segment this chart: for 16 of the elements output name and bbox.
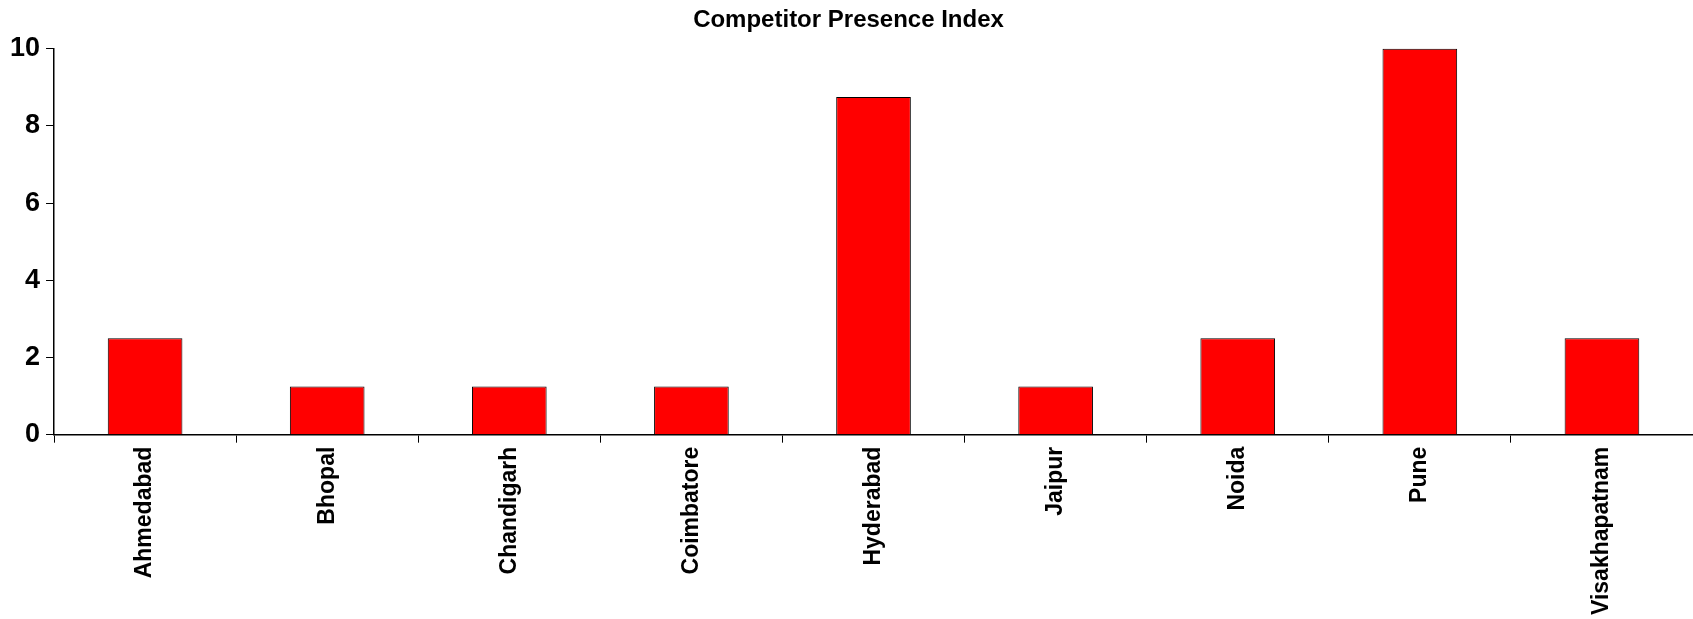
chart-title: Competitor Presence Index	[693, 5, 1005, 33]
y-tick-label: 4	[25, 263, 41, 294]
x-tick-label: Chandigarh	[494, 446, 521, 575]
y-tick-label: 10	[9, 32, 41, 63]
y-tick-label: 6	[25, 186, 41, 217]
x-tick-label: Coimbatore	[676, 446, 703, 575]
x-tick-label: Hyderabad	[858, 446, 885, 566]
x-tick-label: Pune	[1405, 446, 1432, 503]
x-tick-label: Jaipur	[1040, 446, 1067, 516]
x-tick-label: Ahmedabad	[130, 446, 157, 579]
x-tick-label: Visakhapatnam	[1587, 446, 1614, 616]
x-tick-label: Noida	[1223, 446, 1250, 511]
y-tick-label: 0	[25, 418, 41, 449]
x-tick-label: Bhopal	[312, 446, 339, 525]
y-tick-label: 8	[25, 109, 41, 140]
y-tick-label: 2	[25, 340, 41, 371]
